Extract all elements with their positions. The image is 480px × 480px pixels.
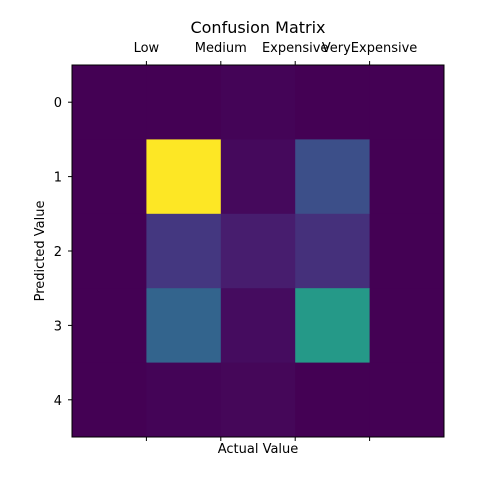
heatmap-cell-r1-c1 xyxy=(146,139,222,215)
heatmap-cell-r3-c2 xyxy=(220,288,296,364)
y-tick-label: 3 xyxy=(54,319,62,334)
heatmap-cell-r4-c4 xyxy=(369,362,445,438)
heatmap-cell-r0-c1 xyxy=(146,65,222,140)
x-tick-label: VeryExpensive xyxy=(322,41,417,56)
x-tick-label: Expensive xyxy=(262,41,328,56)
heatmap-cell-r4-c0 xyxy=(72,362,147,438)
heatmap-cell-r1-c4 xyxy=(369,139,445,215)
y-tick-label: 4 xyxy=(54,394,62,409)
heatmap-cell-r3-c4 xyxy=(369,288,445,364)
y-axis-label: Predicted Value xyxy=(33,201,48,302)
y-axis-ticks: 0 1 2 3 4 xyxy=(54,96,72,409)
heatmap-cell-r1-c0 xyxy=(72,139,147,215)
heatmap-cell-r4-c3 xyxy=(295,362,371,438)
heatmap-cell-r2-c1 xyxy=(146,213,222,289)
heatmap-cell-r1-c2 xyxy=(220,139,296,215)
chart-title: Confusion Matrix xyxy=(190,18,325,37)
heatmap-cell-r0-c2 xyxy=(220,65,296,140)
heatmap-cell-r2-c3 xyxy=(295,213,371,289)
heatmap-cell-r1-c3 xyxy=(295,139,371,215)
y-tick-label: 0 xyxy=(54,96,62,111)
x-tick-label: Medium xyxy=(195,41,247,56)
heatmap-cell-r4-c1 xyxy=(146,362,222,438)
y-tick-label: 2 xyxy=(54,245,62,260)
heatmap-cell-r2-c4 xyxy=(369,213,445,289)
heatmap-cell-r3-c0 xyxy=(72,288,147,364)
heatmap-cell-r3-c1 xyxy=(146,288,222,364)
x-axis-label: Actual Value xyxy=(218,442,299,457)
heatmap-cell-r3-c3 xyxy=(295,288,371,364)
heatmap-cell-r0-c3 xyxy=(295,65,371,140)
heatmap-cell-r4-c2 xyxy=(220,362,296,438)
heatmap-cell-r2-c2 xyxy=(220,213,296,289)
heatmap-cell-r0-c0 xyxy=(72,65,147,140)
heatmap-cells xyxy=(72,65,445,438)
heatmap-cell-r2-c0 xyxy=(72,213,147,289)
x-tick-label: Low xyxy=(134,41,160,56)
heatmap-cell-r0-c4 xyxy=(369,65,445,140)
y-tick-label: 1 xyxy=(54,171,62,186)
